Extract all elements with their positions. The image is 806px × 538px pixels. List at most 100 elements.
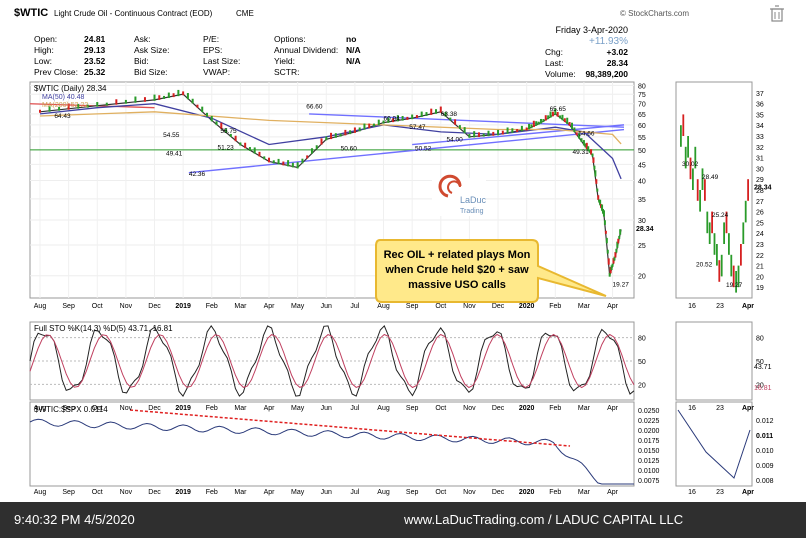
price-candle <box>539 118 542 124</box>
price-annotation: 64.43 <box>54 113 71 120</box>
price-candle <box>143 97 146 102</box>
x-tick-label: Nov <box>120 405 133 412</box>
price-candle <box>596 188 599 192</box>
ratio-y-tick: 0.0150 <box>638 448 660 455</box>
price-annotation: 50.60 <box>341 145 358 152</box>
price-candle <box>618 235 621 239</box>
last-size-label: Last Size: <box>203 56 240 66</box>
price-candle <box>497 129 500 136</box>
price-candle <box>617 238 620 244</box>
x-tick-label: Aug <box>377 405 390 412</box>
zoom-candle <box>730 254 733 277</box>
price-candle <box>430 108 433 115</box>
price-candle <box>306 155 309 159</box>
zoom-candle <box>704 179 706 201</box>
price-candle <box>205 112 208 117</box>
price-candle <box>372 123 375 127</box>
price-candle <box>537 121 540 125</box>
x-tick-label: Oct <box>435 303 446 310</box>
ratio-zoom-panel <box>675 401 753 487</box>
price-candle <box>272 160 275 164</box>
chart-marks <box>29 89 751 485</box>
x-tick-label: Feb <box>206 489 218 496</box>
price-candle <box>158 95 161 100</box>
zoom-candle <box>725 211 728 234</box>
callout: Rec OIL + related plays Mon when Crude h… <box>375 239 607 303</box>
volume-value: 98,389,200 <box>585 69 628 79</box>
zoom-candle <box>689 157 692 180</box>
trendline-mid <box>412 124 625 146</box>
price-candle <box>612 258 615 264</box>
trash-icon[interactable] <box>770 5 784 22</box>
zoom-y-tick: 20 <box>756 274 764 281</box>
zoom-y-tick: 26 <box>756 210 764 217</box>
ratio-y-tick: 0.0125 <box>638 458 660 465</box>
x-tick-label: Apr <box>264 405 276 412</box>
zoom-annotation: 20.52 <box>696 262 713 269</box>
zoom-annotation: 30.02 <box>682 161 699 168</box>
price-annotation: 65.65 <box>550 106 567 113</box>
price-candle <box>344 129 347 136</box>
price-candle <box>396 115 399 122</box>
price-annotation: 66.60 <box>306 104 323 111</box>
zoom-candle <box>699 190 701 212</box>
price-candle <box>608 272 611 277</box>
price-candle <box>239 142 242 146</box>
price-zoom-panel <box>675 81 753 299</box>
price-y-tick: 30 <box>638 218 646 225</box>
zoom-annotation: 25.24 <box>712 212 729 219</box>
sto-k-value: 43.71 <box>754 364 772 371</box>
zoom-y-tick: 24 <box>756 231 764 238</box>
zoom-candle <box>720 254 723 277</box>
ratio-y-tick: 0.0100 <box>638 468 660 475</box>
price-annotation: 49.31 <box>572 149 589 156</box>
price-candle <box>528 123 531 130</box>
price-candle <box>573 127 576 133</box>
price-y-tick: 60 <box>638 123 646 130</box>
symbol: $WTIC <box>14 7 48 19</box>
sto-d-line <box>29 333 635 389</box>
options-label: Options: <box>274 34 306 44</box>
sto-zoom-y-tick: 80 <box>756 336 764 343</box>
price-candle <box>353 127 356 133</box>
zoom-candle <box>708 222 711 244</box>
price-annotation: 19.27 <box>613 281 630 288</box>
price-candle <box>167 92 170 99</box>
price-candle <box>516 129 519 133</box>
x-tick-label: Apr <box>607 405 619 412</box>
price-candle <box>554 108 557 115</box>
chart-labels: 20 25 30 35 40 45 50 55 60 65 70 75 80 Aug Aug Aug Sep Se… <box>34 83 774 496</box>
x-tick-label: Feb <box>549 303 561 310</box>
last-label: Last: <box>545 58 563 68</box>
logo-line1: LaDuc <box>460 195 487 205</box>
price-candle <box>258 151 261 157</box>
price-y-tick: 75 <box>638 92 646 99</box>
price-candle <box>613 256 616 261</box>
price-candle <box>595 179 598 184</box>
x-tick-label: Nov <box>120 489 133 496</box>
price-y-tick: 45 <box>638 162 646 169</box>
price-candle <box>542 119 545 123</box>
price-candle <box>593 165 596 170</box>
ratio-zoom-tick: 0.008 <box>756 478 774 485</box>
price-candle <box>444 112 447 117</box>
pe-label: P/E: <box>203 34 219 44</box>
price-candle <box>196 104 199 108</box>
price-candle <box>454 119 457 125</box>
callout-line3: massive USO calls <box>408 279 506 291</box>
price-candle <box>420 111 423 118</box>
price-candle <box>67 103 70 110</box>
price-candle <box>77 104 80 109</box>
price-candle <box>86 104 89 108</box>
price-y-tick: 20 <box>638 274 646 281</box>
x-tick-label: Oct <box>92 489 103 496</box>
ratio-trendline <box>129 409 571 447</box>
x-tick-label: Apr <box>264 489 276 496</box>
zoom-candle <box>706 211 709 234</box>
price-candle <box>368 123 371 129</box>
zoom-candle <box>718 260 721 282</box>
price-candle <box>387 117 390 123</box>
price-annotation: 54.00 <box>447 136 464 143</box>
price-y-tick: 80 <box>638 83 646 90</box>
